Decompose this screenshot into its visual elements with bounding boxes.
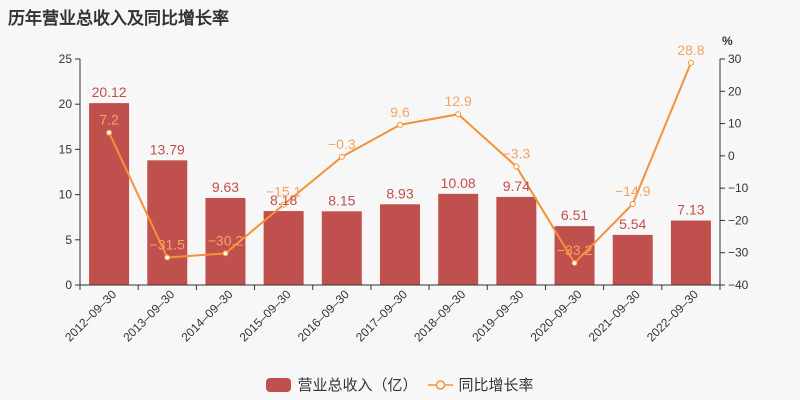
bar-value-label: 10.08: [441, 175, 476, 191]
x-axis-label: 2012–09–30: [62, 287, 119, 344]
bar[interactable]: [263, 211, 304, 285]
right-axis-tick: −20: [728, 213, 749, 227]
bar-value-label: 8.15: [328, 192, 355, 208]
legend-label-revenue: 营业总收入（亿）: [297, 376, 418, 394]
x-axis-label: 2016–09–30: [295, 287, 352, 344]
right-axis-tick: −10: [728, 181, 749, 195]
line-point[interactable]: [513, 163, 520, 170]
line-point[interactable]: [397, 121, 403, 128]
legend-label-growth: 同比增长率: [458, 376, 534, 394]
bar[interactable]: [554, 226, 595, 285]
right-axis-tick: 10: [728, 117, 742, 131]
x-axis-label: 2017–09–30: [353, 287, 410, 344]
bar-value-label: 7.13: [677, 202, 704, 218]
x-axis-label: 2021–09–30: [586, 287, 643, 344]
right-axis-unit: %: [722, 34, 733, 48]
line-point[interactable]: [164, 254, 171, 261]
x-axis-label: 2020–09–30: [528, 287, 585, 344]
left-axis-tick: 10: [59, 188, 73, 202]
line-value-label: −31.5: [150, 237, 186, 253]
left-axis-tick: 15: [59, 142, 73, 156]
bar-value-label: 9.63: [212, 179, 239, 195]
bar-value-label: 13.79: [150, 141, 185, 157]
x-axis-label: 2019–09–30: [469, 287, 526, 344]
line-value-label: −33.2: [557, 242, 593, 258]
line-value-label: −15.1: [266, 184, 302, 200]
line-series: [106, 59, 694, 267]
legend-item-growth[interactable]: 同比增长率: [427, 374, 534, 395]
left-axis-tick: 0: [65, 278, 72, 292]
bar-value-label: 5.54: [619, 216, 646, 232]
x-axis-label: 2014–09–30: [178, 287, 235, 344]
bar-value-label: 9.74: [503, 178, 530, 194]
line-swatch-icon: [427, 379, 453, 390]
line-value-label: 7.2: [99, 112, 119, 128]
bar-value-label: 6.51: [561, 207, 588, 223]
left-axis-tick: 20: [59, 97, 73, 111]
line-value-label: −3.3: [503, 146, 531, 162]
line-point[interactable]: [222, 250, 229, 257]
chart-title: 历年营业总收入及同比增长率: [8, 9, 229, 29]
line-point[interactable]: [629, 200, 636, 207]
line-value-label: −14.9: [615, 183, 651, 199]
x-axis-label: 2013–09–30: [120, 287, 177, 344]
right-axis-tick: 30: [728, 52, 742, 66]
line-value-label: 9.6: [390, 104, 410, 120]
line-point[interactable]: [280, 201, 287, 208]
bar-series: [89, 103, 711, 285]
x-axis-label: 2015–09–30: [237, 287, 294, 344]
data-labels: 20.12 13.79 9.63 8.18 8.15 8.93 10.08 9.74 6.51 5…: [92, 42, 705, 258]
bar[interactable]: [496, 196, 537, 285]
x-axis-label: 2018–09–30: [411, 287, 468, 344]
line-value-label: −30.2: [208, 232, 244, 248]
line-value-label: 12.9: [445, 93, 472, 109]
bar-swatch-icon: [266, 377, 292, 392]
bar[interactable]: [321, 211, 362, 285]
bar-value-label: 8.93: [386, 185, 413, 201]
x-axis-label: 2022–09–30: [644, 287, 701, 344]
right-axis-tick: 20: [728, 84, 742, 98]
line-point[interactable]: [455, 111, 462, 118]
line-point[interactable]: [687, 59, 694, 66]
bar[interactable]: [670, 220, 711, 285]
bar[interactable]: [147, 160, 188, 285]
legend-item-revenue[interactable]: 营业总收入（亿）: [266, 374, 418, 395]
legend: 营业总收入（亿） 同比增长率: [0, 374, 800, 395]
right-axis-tick: −30: [728, 246, 749, 260]
line-point[interactable]: [338, 153, 345, 160]
line-point[interactable]: [106, 129, 113, 136]
bar[interactable]: [380, 204, 420, 285]
left-axis-tick: 5: [65, 233, 72, 247]
bar-value-label: 8.18: [270, 192, 297, 208]
right-axis-tick: −40: [728, 278, 749, 292]
bar[interactable]: [612, 234, 653, 285]
line-point[interactable]: [571, 260, 578, 267]
left-axis-tick: 25: [59, 52, 73, 66]
right-axis-tick: 0: [728, 149, 735, 163]
bar[interactable]: [438, 193, 479, 285]
bar-value-label: 20.12: [92, 84, 127, 100]
line-value-label: −0.3: [328, 136, 356, 152]
line-value-label: 28.8: [677, 42, 704, 58]
